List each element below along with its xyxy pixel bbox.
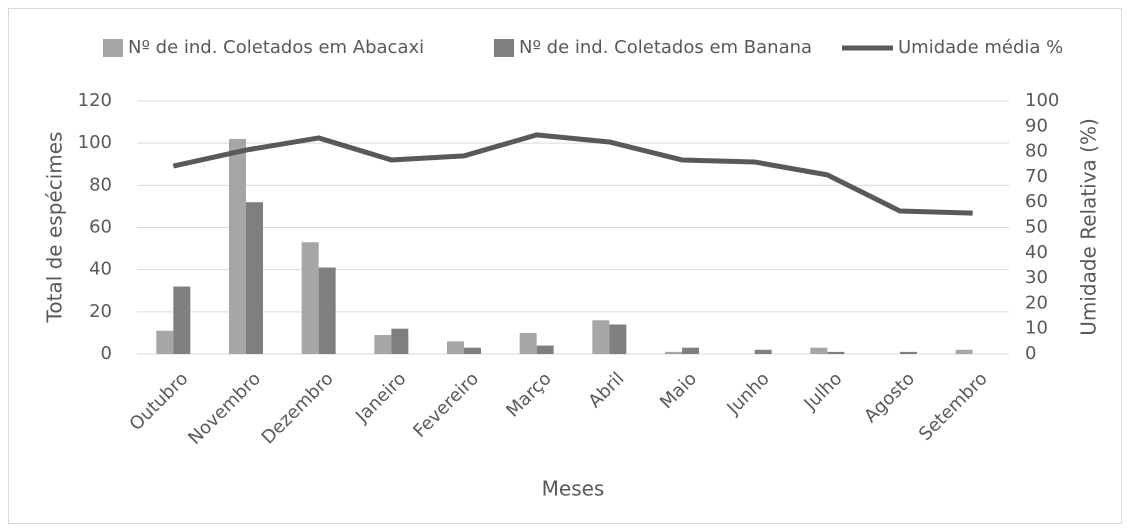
bar (536, 345, 554, 354)
y2-tick-label: 90 (1025, 115, 1048, 136)
line (172, 132, 973, 216)
y-tick-label: 20 (89, 301, 112, 322)
bar (464, 347, 481, 354)
y-tick-label: 120 (78, 90, 112, 111)
y2-tick-label: 10 (1025, 318, 1048, 339)
bar (391, 328, 409, 354)
chart-border (8, 8, 1122, 524)
legend-swatch (103, 39, 123, 57)
legend-label: Umidade média % (898, 37, 1063, 58)
bar (682, 347, 699, 354)
bar (955, 349, 973, 354)
bar (374, 335, 392, 354)
bar (246, 202, 263, 354)
y2-tick-label: 50 (1025, 217, 1048, 238)
bar (229, 138, 246, 354)
bar (301, 242, 319, 354)
bar (173, 286, 191, 354)
y2-tick-label: 0 (1025, 343, 1036, 364)
bar (810, 347, 828, 354)
bar (665, 351, 682, 354)
x-axis-label: Meses (542, 477, 605, 501)
y-tick-label: 40 (89, 259, 112, 280)
y2-tick-label: 70 (1025, 166, 1048, 187)
y-axis-label: Total de espécimes (43, 132, 67, 324)
bar (609, 324, 627, 354)
bar (318, 267, 336, 354)
legend-label: Nº de ind. Coletados em Banana (519, 37, 812, 58)
y2-tick-label: 100 (1025, 90, 1059, 111)
y2-tick-label: 20 (1025, 292, 1048, 313)
y-tick-label: 0 (101, 343, 112, 364)
legend-label: Nº de ind. Coletados em Abacaxi (128, 37, 424, 58)
bar (900, 351, 917, 354)
bar (827, 351, 845, 354)
y-tick-label: 80 (89, 174, 112, 195)
legend-swatch (494, 39, 514, 57)
bar (519, 332, 537, 354)
bar (156, 330, 174, 354)
y-tick-label: 60 (89, 217, 112, 238)
y2-tick-label: 30 (1025, 267, 1048, 288)
y2-tick-label: 40 (1025, 242, 1048, 263)
bar (592, 320, 610, 354)
bar (447, 341, 464, 354)
y-tick-label: 100 (78, 132, 112, 153)
y2-tick-label: 60 (1025, 191, 1048, 212)
y2-tick-label: 80 (1025, 141, 1048, 162)
y2-axis-label: Umidade Relativa (%) (1077, 118, 1101, 336)
bar (754, 349, 772, 354)
